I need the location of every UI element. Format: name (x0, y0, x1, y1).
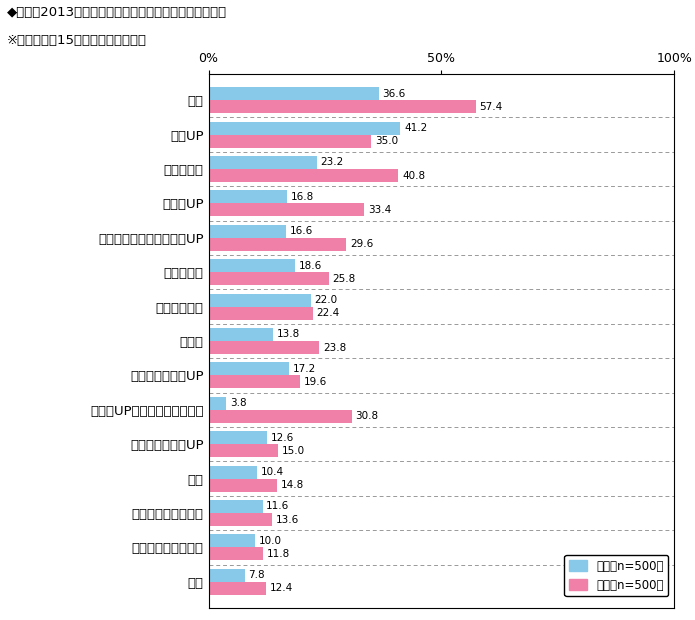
Text: 18.6: 18.6 (299, 260, 322, 271)
Text: 40.8: 40.8 (402, 170, 425, 180)
Bar (208, 293, 311, 307)
Text: 3.8: 3.8 (230, 398, 247, 408)
Bar (208, 582, 266, 595)
Text: 30.8: 30.8 (356, 411, 379, 422)
Bar (208, 203, 364, 216)
Text: 29.6: 29.6 (350, 239, 373, 249)
Bar (208, 547, 263, 560)
Bar (208, 87, 379, 100)
Text: 11.6: 11.6 (266, 502, 290, 512)
Bar (208, 135, 372, 148)
Bar (208, 410, 352, 423)
Text: 10.0: 10.0 (259, 536, 281, 546)
Text: 7.8: 7.8 (249, 570, 265, 580)
Bar (208, 190, 287, 203)
Bar (208, 431, 267, 444)
Bar (208, 513, 272, 526)
Text: ※全体の上位15項目を男女別に表示: ※全体の上位15項目を男女別に表示 (7, 34, 147, 47)
Bar (208, 362, 288, 375)
Bar (208, 534, 255, 547)
Text: 22.0: 22.0 (315, 295, 338, 305)
Bar (208, 569, 245, 582)
Bar (208, 100, 476, 113)
Bar (208, 122, 400, 135)
Text: ◆来年（2013年）の目標にしたいこと（複数回答形式）: ◆来年（2013年）の目標にしたいこと（複数回答形式） (7, 6, 227, 19)
Text: 35.0: 35.0 (375, 136, 398, 146)
Text: 41.2: 41.2 (404, 123, 427, 133)
Bar (208, 397, 226, 410)
Bar (208, 238, 346, 251)
Bar (208, 466, 257, 479)
Bar (208, 500, 263, 513)
Bar (208, 272, 329, 285)
Bar (208, 156, 316, 169)
Text: 16.6: 16.6 (290, 226, 313, 236)
Text: 23.8: 23.8 (323, 342, 346, 353)
Bar (208, 307, 313, 320)
Text: 12.4: 12.4 (270, 583, 293, 593)
Text: 17.2: 17.2 (293, 364, 316, 374)
Text: 11.8: 11.8 (267, 549, 291, 559)
Text: 16.8: 16.8 (291, 192, 313, 202)
Text: 33.4: 33.4 (368, 205, 391, 215)
Text: 23.2: 23.2 (320, 157, 343, 167)
Bar (208, 224, 286, 238)
Bar (208, 259, 295, 272)
Text: 19.6: 19.6 (304, 377, 327, 387)
Bar (208, 341, 319, 354)
Text: 57.4: 57.4 (480, 102, 502, 112)
Legend: 男性［n=500］, 女性［n=500］: 男性［n=500］, 女性［n=500］ (564, 555, 669, 596)
Text: 25.8: 25.8 (332, 274, 356, 284)
Text: 10.4: 10.4 (261, 467, 284, 477)
Bar (208, 444, 278, 458)
Text: 15.0: 15.0 (282, 446, 305, 456)
Text: 22.4: 22.4 (316, 308, 340, 318)
Text: 12.6: 12.6 (271, 433, 294, 443)
Bar (208, 479, 277, 492)
Text: 13.6: 13.6 (275, 515, 299, 525)
Text: 36.6: 36.6 (383, 89, 406, 99)
Bar (208, 169, 398, 182)
Text: 14.8: 14.8 (281, 480, 304, 490)
Text: 13.8: 13.8 (277, 329, 300, 340)
Bar (208, 375, 300, 389)
Bar (208, 328, 272, 341)
